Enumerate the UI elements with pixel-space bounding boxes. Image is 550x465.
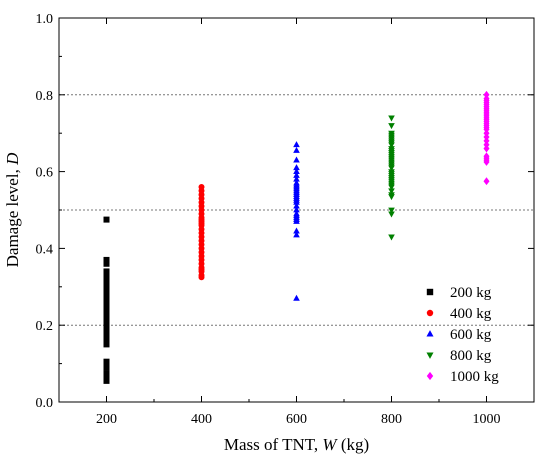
x-tick-label: 600 bbox=[286, 412, 307, 427]
data-point bbox=[293, 168, 300, 174]
data-point bbox=[103, 326, 110, 333]
x-tick-label: 400 bbox=[191, 412, 212, 427]
data-point bbox=[293, 227, 300, 234]
legend-marker bbox=[426, 330, 434, 337]
data-point bbox=[103, 287, 110, 294]
data-point bbox=[103, 295, 110, 302]
data-point bbox=[103, 377, 110, 384]
data-point bbox=[388, 234, 395, 241]
data-point bbox=[103, 272, 110, 279]
data-point bbox=[103, 333, 110, 340]
legend-label: 600 kg bbox=[450, 327, 492, 343]
data-point bbox=[388, 142, 395, 149]
data-point bbox=[388, 188, 395, 195]
data-point bbox=[103, 341, 110, 348]
data-point bbox=[483, 177, 490, 186]
data-point bbox=[103, 329, 110, 336]
legend-label: 400 kg bbox=[450, 306, 492, 322]
legend-label: 200 kg bbox=[450, 285, 492, 301]
legend-marker bbox=[426, 371, 434, 381]
y-tick-label: 0.8 bbox=[36, 89, 54, 104]
data-point bbox=[103, 374, 110, 381]
data-point bbox=[293, 231, 300, 238]
data-point bbox=[293, 217, 300, 224]
data-point bbox=[103, 276, 110, 283]
legend-marker bbox=[426, 352, 434, 359]
data-point bbox=[103, 279, 110, 286]
y-tick-label: 0.0 bbox=[36, 396, 54, 411]
data-point bbox=[103, 337, 110, 344]
data-point bbox=[293, 206, 300, 213]
y-tick-label: 1.0 bbox=[36, 12, 54, 27]
data-point bbox=[293, 171, 300, 178]
legend-label: 800 kg bbox=[450, 348, 492, 364]
data-point bbox=[293, 202, 300, 209]
x-axis-title: Mass of TNT, W (kg) bbox=[224, 435, 369, 454]
legend-marker bbox=[426, 288, 434, 296]
y-tick-label: 0.2 bbox=[36, 319, 54, 334]
data-point bbox=[388, 184, 395, 191]
data-point bbox=[103, 256, 110, 263]
data-point bbox=[293, 198, 300, 205]
y-axis-title: Damage level, D bbox=[3, 152, 22, 267]
data-point bbox=[293, 141, 300, 148]
y-tick-label: 0.4 bbox=[36, 242, 54, 257]
x-tick-label: 1000 bbox=[473, 412, 501, 427]
x-tick-label: 800 bbox=[381, 412, 402, 427]
data-point bbox=[103, 322, 110, 329]
data-point bbox=[103, 260, 110, 267]
legend: 200 kg 400 kg 600 kg 800 kg 1000 kg bbox=[426, 285, 499, 385]
data-point bbox=[293, 146, 300, 153]
y-tick-label: 0.6 bbox=[36, 166, 54, 181]
legend-label: 1000 kg bbox=[450, 369, 499, 385]
data-point bbox=[388, 211, 395, 218]
data-point bbox=[293, 294, 300, 301]
data-point bbox=[103, 364, 110, 371]
data-point bbox=[103, 216, 110, 223]
data-points bbox=[103, 90, 490, 384]
data-point bbox=[483, 158, 490, 166]
x-tick-label: 200 bbox=[96, 412, 117, 427]
data-point bbox=[198, 274, 205, 281]
data-point bbox=[388, 194, 395, 201]
data-point bbox=[388, 115, 395, 122]
data-point bbox=[388, 207, 395, 214]
data-point bbox=[293, 175, 300, 182]
data-point bbox=[103, 370, 110, 377]
axis-ticks: 200 400 600 800 1000 0.0 0.2 0.4 0.6 0.8 1.0 bbox=[36, 12, 535, 427]
data-point bbox=[293, 164, 300, 171]
legend-marker bbox=[426, 309, 434, 317]
data-point bbox=[483, 144, 490, 153]
data-point bbox=[293, 156, 300, 163]
data-point bbox=[103, 358, 110, 365]
data-point bbox=[388, 165, 395, 172]
data-point bbox=[388, 123, 395, 130]
